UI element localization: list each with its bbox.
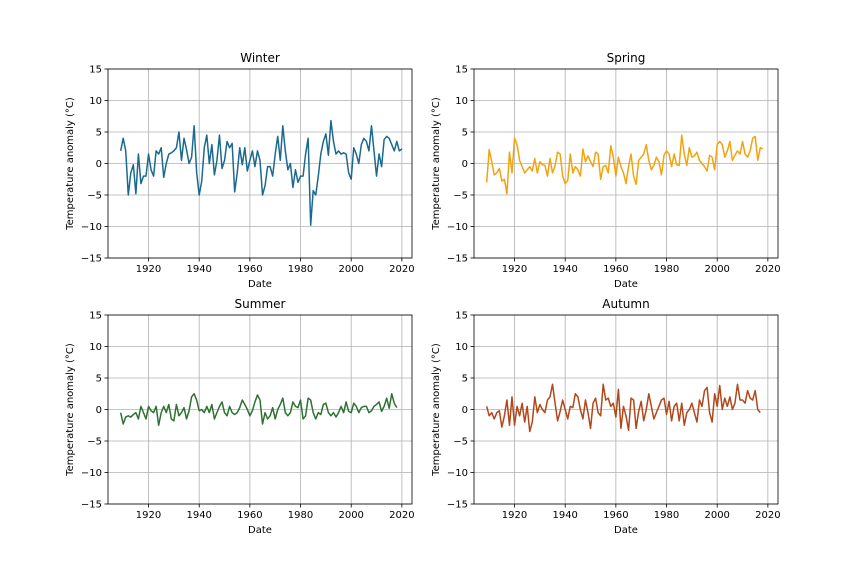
y-tick-label: −5 xyxy=(453,437,468,448)
chart-panel-spring: 1920 1940 1960 1980 2000 2020 15 10 5 0 −5 −10 −15 Sp… xyxy=(431,51,781,290)
series-line xyxy=(485,134,764,195)
x-axis-label: Date xyxy=(248,279,272,290)
y-tick-label: −10 xyxy=(447,468,468,479)
x-axis-label: Date xyxy=(614,279,638,290)
x-tick-label: 1960 xyxy=(237,510,262,521)
x-tick-label: 1960 xyxy=(603,264,628,275)
x-tick-label: 2000 xyxy=(704,264,729,275)
y-tick-label: 0 xyxy=(462,159,468,170)
y-tick-label: 5 xyxy=(462,128,468,139)
x-tick-label: 2020 xyxy=(389,264,414,275)
x-tick-label: 2020 xyxy=(389,510,414,521)
y-tick-label: 10 xyxy=(455,96,468,107)
y-tick-label: −10 xyxy=(81,468,102,479)
y-tick-label: 0 xyxy=(96,405,102,416)
y-tick-label: −10 xyxy=(447,222,468,233)
series-line xyxy=(119,393,398,426)
y-axis-label: Temperature anomaly (°C) xyxy=(65,97,76,231)
chart-panel-autumn: 1920 1940 1960 1980 2000 2020 15 10 5 0 −5 −10 −15 Au… xyxy=(431,297,781,536)
x-tick-label: 1980 xyxy=(654,264,679,275)
x-axis-label: Date xyxy=(614,525,638,536)
chart-panel-summer: 1920 1940 1960 1980 2000 2020 15 10 5 0 −5 −10 −15 Su… xyxy=(65,297,415,536)
y-tick-label: −5 xyxy=(87,191,102,202)
chart-title: Winter xyxy=(240,51,280,65)
x-tick-label: 1920 xyxy=(502,510,527,521)
y-axis-label: Temperature anomaly (°C) xyxy=(65,343,76,477)
y-tick-label: −10 xyxy=(81,222,102,233)
y-tick-label: −5 xyxy=(453,191,468,202)
y-tick-label: −15 xyxy=(81,254,102,265)
y-axis-label: Temperature anomaly (°C) xyxy=(431,97,442,231)
chart-panel-winter: 1920 1940 1960 1980 2000 2020 15 10 5 0 −5 −10 −15 Wi… xyxy=(65,51,415,290)
x-tick-label: 1960 xyxy=(603,510,628,521)
y-tick-label: 10 xyxy=(455,342,468,353)
x-axis-label: Date xyxy=(248,525,272,536)
y-tick-label: 5 xyxy=(96,374,102,385)
y-tick-label: 10 xyxy=(89,96,102,107)
x-tick-label: 1940 xyxy=(552,510,577,521)
y-tick-label: 15 xyxy=(89,65,102,76)
y-axis-label: Temperature anomaly (°C) xyxy=(431,343,442,477)
y-tick-label: −5 xyxy=(87,437,102,448)
x-tick-label: 1940 xyxy=(186,510,211,521)
x-tick-label: 2020 xyxy=(755,264,780,275)
x-tick-label: 2000 xyxy=(704,510,729,521)
x-tick-label: 1920 xyxy=(136,264,161,275)
chart-title: Autumn xyxy=(602,297,649,311)
y-tick-label: 15 xyxy=(455,311,468,322)
x-tick-label: 1920 xyxy=(502,264,527,275)
x-tick-label: 2020 xyxy=(755,510,780,521)
chart-title: Spring xyxy=(607,51,646,65)
y-tick-label: 0 xyxy=(96,159,102,170)
series-line xyxy=(119,119,403,226)
y-tick-label: 10 xyxy=(89,342,102,353)
x-tick-label: 1980 xyxy=(288,510,313,521)
x-tick-label: 1960 xyxy=(237,264,262,275)
x-tick-label: 1920 xyxy=(136,510,161,521)
y-tick-label: 15 xyxy=(89,311,102,322)
y-tick-label: 0 xyxy=(462,405,468,416)
series-line xyxy=(485,383,761,433)
chart-title: Summer xyxy=(235,297,286,311)
x-tick-label: 2000 xyxy=(338,510,363,521)
y-tick-label: 15 xyxy=(455,65,468,76)
y-tick-label: −15 xyxy=(447,500,468,511)
x-tick-label: 1940 xyxy=(552,264,577,275)
x-tick-label: 1980 xyxy=(654,510,679,521)
x-tick-label: 2000 xyxy=(338,264,363,275)
y-tick-label: −15 xyxy=(447,254,468,265)
y-tick-label: 5 xyxy=(96,128,102,139)
x-tick-label: 1980 xyxy=(288,264,313,275)
y-tick-label: 5 xyxy=(462,374,468,385)
y-tick-label: −15 xyxy=(81,500,102,511)
x-tick-label: 1940 xyxy=(186,264,211,275)
